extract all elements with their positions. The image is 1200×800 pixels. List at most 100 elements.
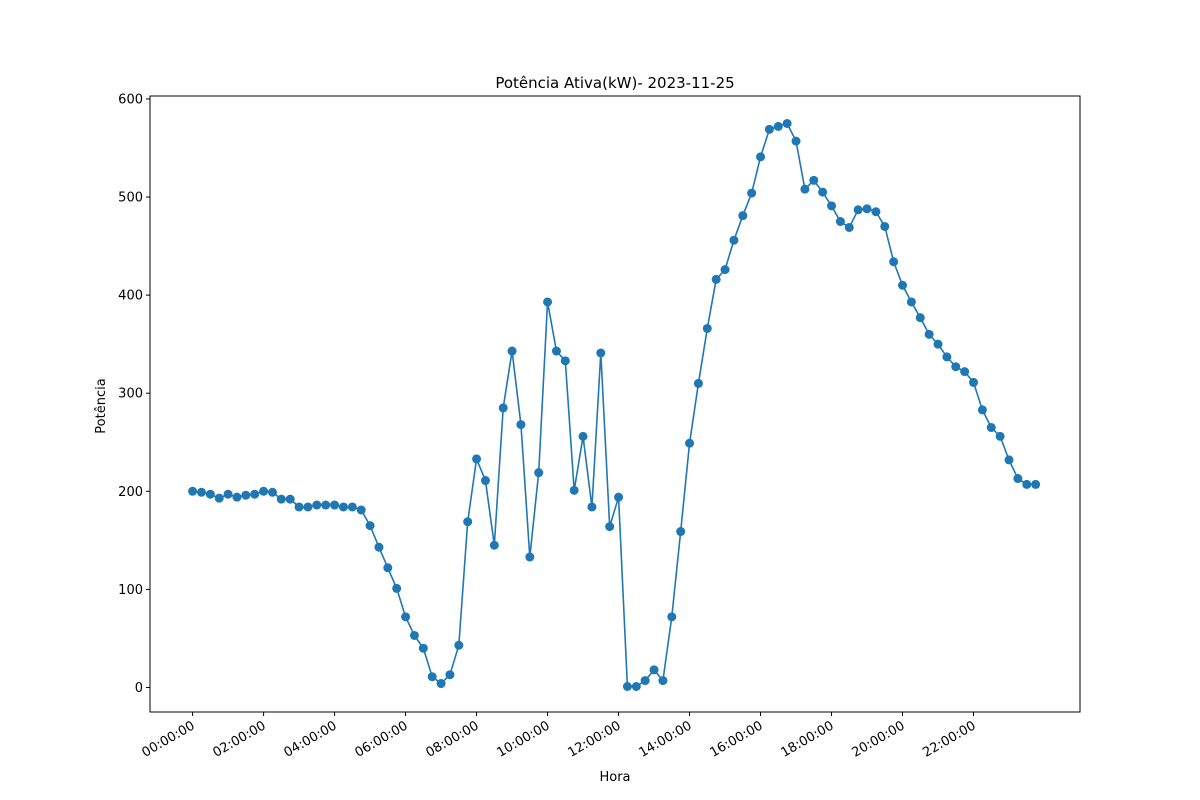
data-point xyxy=(960,367,970,377)
data-series xyxy=(188,118,1041,691)
data-point xyxy=(942,352,952,362)
data-point xyxy=(409,630,419,640)
data-point xyxy=(560,356,570,366)
data-point xyxy=(880,221,890,231)
x-tick-label: 02:00:00 xyxy=(211,718,269,760)
data-point xyxy=(977,405,987,415)
data-point xyxy=(782,118,792,128)
data-point xyxy=(853,205,863,215)
data-point xyxy=(729,235,739,245)
data-point xyxy=(1013,474,1023,484)
data-point xyxy=(285,494,295,504)
data-point xyxy=(764,124,774,134)
data-point xyxy=(809,175,819,185)
data-point xyxy=(711,274,721,284)
data-point xyxy=(294,502,304,512)
data-point xyxy=(516,420,526,430)
data-point xyxy=(543,297,553,307)
series-line xyxy=(192,122,1036,688)
data-point xyxy=(898,280,908,290)
data-point xyxy=(738,211,748,221)
data-point xyxy=(214,493,224,503)
y-tick-label: 600 xyxy=(118,92,143,107)
data-point xyxy=(1031,479,1041,489)
data-point xyxy=(330,500,340,510)
data-point xyxy=(347,502,357,512)
x-axis-label: Hora xyxy=(599,770,630,785)
data-point xyxy=(1022,479,1032,489)
data-point xyxy=(614,492,624,502)
x-tick-label: 08:00:00 xyxy=(423,718,481,760)
data-point xyxy=(649,665,659,675)
data-point xyxy=(383,563,393,573)
data-point xyxy=(800,184,810,194)
y-tick-label: 500 xyxy=(118,191,143,206)
data-point xyxy=(525,552,535,562)
data-point xyxy=(835,217,845,227)
data-point xyxy=(756,152,766,162)
y-axis-label: Potência xyxy=(94,378,109,433)
plot-frame xyxy=(149,95,1081,713)
data-point xyxy=(507,346,517,356)
data-point xyxy=(676,527,686,537)
data-point xyxy=(889,257,899,267)
data-point xyxy=(356,505,366,515)
data-point xyxy=(1004,455,1014,465)
data-point xyxy=(995,431,1005,441)
data-point xyxy=(374,542,384,552)
data-point xyxy=(720,265,730,275)
data-point xyxy=(693,378,703,388)
data-point xyxy=(551,346,561,356)
data-point xyxy=(365,521,375,531)
data-point xyxy=(596,348,606,358)
data-point xyxy=(463,517,473,527)
data-point xyxy=(250,489,260,499)
data-point xyxy=(605,522,615,532)
data-point xyxy=(791,136,801,146)
data-point xyxy=(587,502,597,512)
data-point xyxy=(312,500,322,510)
data-point xyxy=(658,676,668,686)
data-point xyxy=(924,329,934,339)
y-tick-label: 200 xyxy=(118,485,143,500)
data-point xyxy=(445,670,455,680)
x-tick-label: 16:00:00 xyxy=(707,718,765,760)
data-point xyxy=(844,222,854,232)
data-point xyxy=(818,187,828,197)
data-point xyxy=(427,672,437,682)
data-point xyxy=(569,485,579,495)
y-tick-label: 0 xyxy=(135,681,143,696)
data-point xyxy=(418,643,428,653)
data-point xyxy=(472,454,482,464)
data-point xyxy=(241,490,251,500)
data-point xyxy=(969,377,979,387)
data-point xyxy=(871,207,881,217)
data-point xyxy=(915,313,925,323)
data-point xyxy=(232,492,242,502)
x-tick-label: 18:00:00 xyxy=(778,718,836,760)
x-tick-label: 00:00:00 xyxy=(140,718,198,760)
data-point xyxy=(951,362,961,372)
data-point xyxy=(906,297,916,307)
x-tick-label: 12:00:00 xyxy=(565,718,623,760)
data-point xyxy=(631,682,641,691)
data-point xyxy=(196,487,206,497)
data-point xyxy=(480,476,490,486)
data-point xyxy=(498,403,508,413)
data-point xyxy=(986,423,996,433)
data-point xyxy=(276,494,286,504)
data-point xyxy=(827,201,837,211)
data-point xyxy=(702,323,712,333)
data-point xyxy=(392,583,402,593)
data-point xyxy=(534,468,544,478)
data-point xyxy=(862,204,872,214)
data-point xyxy=(188,486,198,496)
y-axis-ticks: 0 100 200 300 400 500 600 xyxy=(118,92,150,696)
x-tick-label: 20:00:00 xyxy=(849,718,907,760)
x-tick-label: 22:00:00 xyxy=(920,718,978,760)
y-tick-label: 400 xyxy=(118,289,143,304)
x-tick-label: 10:00:00 xyxy=(494,718,552,760)
data-point xyxy=(303,502,313,512)
data-point xyxy=(773,121,783,131)
